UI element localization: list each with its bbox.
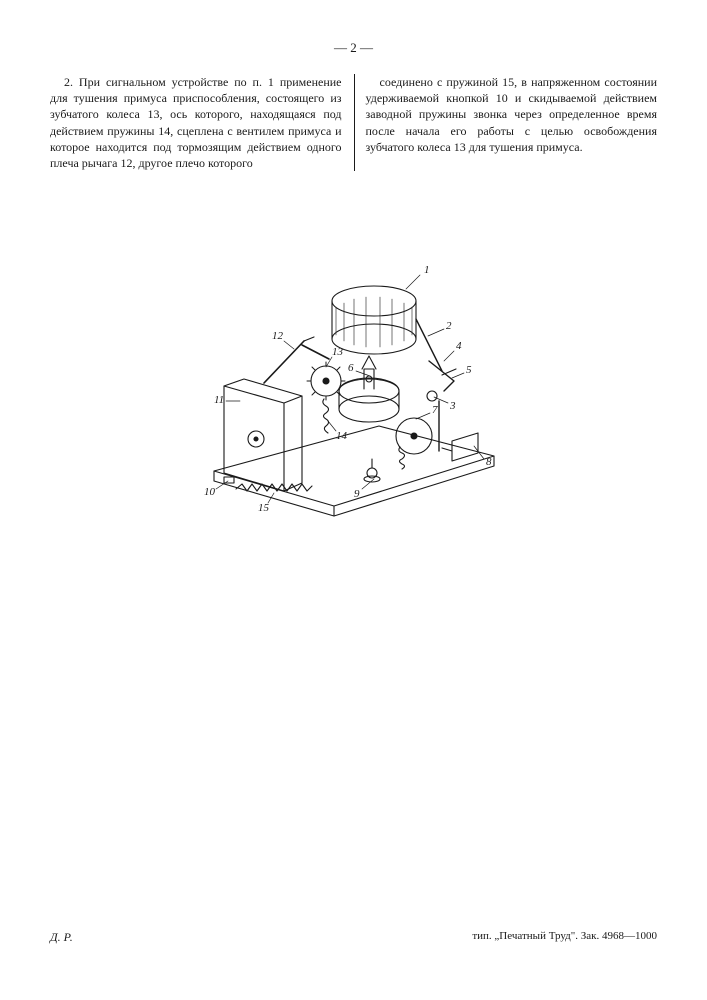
footer-left: Д. Р. — [50, 930, 73, 945]
column-divider — [354, 74, 355, 171]
footer: Д. Р. тип. „Печатный Труд". Зак. 4968—10… — [50, 930, 657, 945]
figure-area: 1 2 3 4 5 6 7 8 9 10 11 12 13 14 15 — [50, 241, 657, 531]
callout-12: 12 — [272, 330, 284, 342]
right-column-text: соединено с пружиной 15, в напряженном с… — [366, 74, 658, 155]
callout-11: 11 — [214, 394, 224, 406]
callout-4: 4 — [456, 340, 462, 352]
callout-3: 3 — [449, 400, 456, 412]
callout-14: 14 — [336, 430, 348, 442]
callout-6: 6 — [348, 362, 354, 374]
page-number: — 2 — — [50, 40, 657, 56]
callout-7: 7 — [432, 404, 438, 416]
text-columns: 2. При сигнальном устройстве по п. 1 при… — [50, 74, 657, 171]
right-column: соединено с пружиной 15, в напряженном с… — [354, 74, 658, 171]
left-column: 2. При сигнальном устройстве по п. 1 при… — [50, 74, 354, 171]
page: — 2 — 2. При сигнальном устройстве по п.… — [0, 0, 707, 1000]
callout-15: 15 — [258, 502, 270, 514]
callout-5: 5 — [466, 364, 472, 376]
callout-13: 13 — [332, 346, 344, 358]
callout-10: 10 — [204, 486, 216, 498]
left-column-text: 2. При сигнальном устройстве по п. 1 при… — [50, 74, 342, 171]
mechanical-diagram: 1 2 3 4 5 6 7 8 9 10 11 12 13 14 15 — [184, 241, 524, 531]
callout-1: 1 — [424, 264, 430, 276]
callout-8: 8 — [486, 456, 492, 468]
footer-right: тип. „Печатный Труд". Зак. 4968—1000 — [472, 930, 657, 945]
callout-9: 9 — [354, 488, 360, 500]
callout-2: 2 — [446, 320, 452, 332]
